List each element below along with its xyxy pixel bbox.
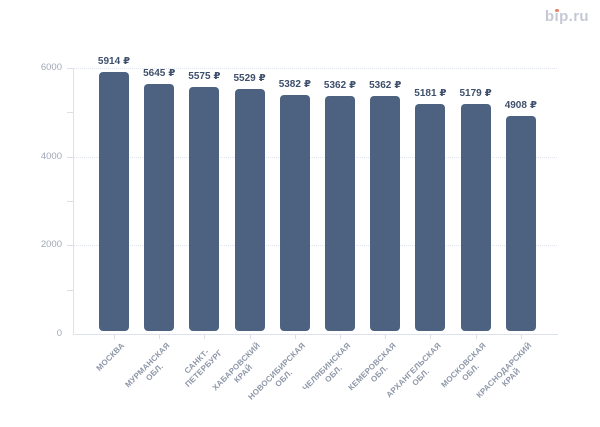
y-tick-label: 4000 — [40, 150, 62, 162]
ruble-sign: ₽ — [258, 72, 266, 84]
x-axis-tick — [159, 335, 161, 339]
logo-text: p.ru — [559, 8, 589, 25]
bar-value: 5914 — [97, 55, 121, 67]
bar-value-label: 5181 ₽ — [388, 88, 472, 99]
x-axis-tick — [430, 335, 432, 339]
ruble-sign: ₽ — [213, 70, 221, 82]
ruble-sign: ₽ — [394, 80, 402, 92]
ruble-sign: ₽ — [484, 88, 492, 100]
x-axis-tick — [249, 335, 251, 339]
y-axis-tick — [67, 68, 73, 69]
bar — [505, 116, 536, 331]
y-axis-line — [73, 68, 74, 334]
bar — [189, 86, 220, 331]
bar-value-label: 5362 ₽ — [298, 80, 382, 91]
y-grid-line — [74, 156, 557, 158]
y-tick-label: 6000 — [40, 62, 62, 73]
bar — [279, 95, 310, 331]
x-axis-tick — [294, 335, 296, 339]
x-axis-tick — [520, 335, 522, 339]
logo-text: b — [544, 8, 555, 25]
bar — [415, 104, 446, 331]
y-tick-label: 2000 — [40, 239, 62, 251]
bar-value-label: 5575 ₽ — [162, 71, 246, 82]
y-axis-tick — [67, 245, 73, 246]
bar-value-label: 5362 ₽ — [343, 80, 427, 91]
bar-value-label: 5382 ₽ — [253, 79, 337, 90]
ruble-sign: ₽ — [168, 67, 176, 79]
bar — [99, 71, 129, 331]
bar-value: 5179 — [459, 88, 482, 100]
bar — [144, 83, 175, 331]
ruble-sign: ₽ — [349, 80, 357, 92]
x-axis-tick — [475, 335, 477, 339]
bar-value: 5382 — [278, 79, 301, 91]
bar — [325, 96, 355, 331]
bar — [234, 88, 265, 331]
x-axis-tick — [204, 335, 206, 339]
bar-value-label: 4908 ₽ — [479, 100, 563, 111]
x-category-label: МОСКВА — [94, 341, 127, 373]
y-grid-line — [74, 245, 557, 247]
y-tick-label: 0 — [56, 328, 62, 339]
x-axis-tick — [385, 335, 387, 339]
y-axis-tick — [67, 157, 73, 158]
bip-logo[interactable]: bıp.ru — [545, 8, 589, 25]
ruble-sign: ₽ — [439, 88, 447, 100]
x-axis-line — [73, 334, 558, 335]
bar-value: 5645 — [143, 67, 166, 79]
logo-letter-i: ı — [554, 8, 560, 25]
x-category-label: МУРМАНСКАЯ ОБЛ. — [123, 341, 172, 390]
y-grid-line — [74, 68, 557, 69]
bar-value-label: 5179 ₽ — [434, 88, 518, 99]
bar — [370, 96, 401, 331]
bar-value: 4908 — [504, 100, 527, 112]
bar-value: 5362 — [369, 80, 392, 92]
bar-value-label: 5529 ₽ — [208, 73, 292, 84]
bar-value-label: 5914 ₽ — [72, 56, 156, 67]
ruble-sign: ₽ — [529, 100, 537, 112]
bar-value: 5575 — [188, 70, 211, 82]
bar — [460, 104, 491, 331]
x-axis-tick — [114, 335, 115, 339]
y-axis-tick — [67, 112, 73, 113]
bar-value: 5529 — [233, 72, 256, 84]
ruble-sign: ₽ — [123, 55, 131, 67]
y-axis-tick — [67, 290, 73, 291]
bar-value-label: 5645 ₽ — [117, 68, 201, 79]
bar-value: 5362 — [323, 80, 347, 92]
x-axis-tick — [340, 335, 341, 339]
bar-value: 5181 — [414, 88, 437, 100]
y-axis-tick — [67, 201, 73, 202]
ruble-sign: ₽ — [303, 79, 311, 91]
